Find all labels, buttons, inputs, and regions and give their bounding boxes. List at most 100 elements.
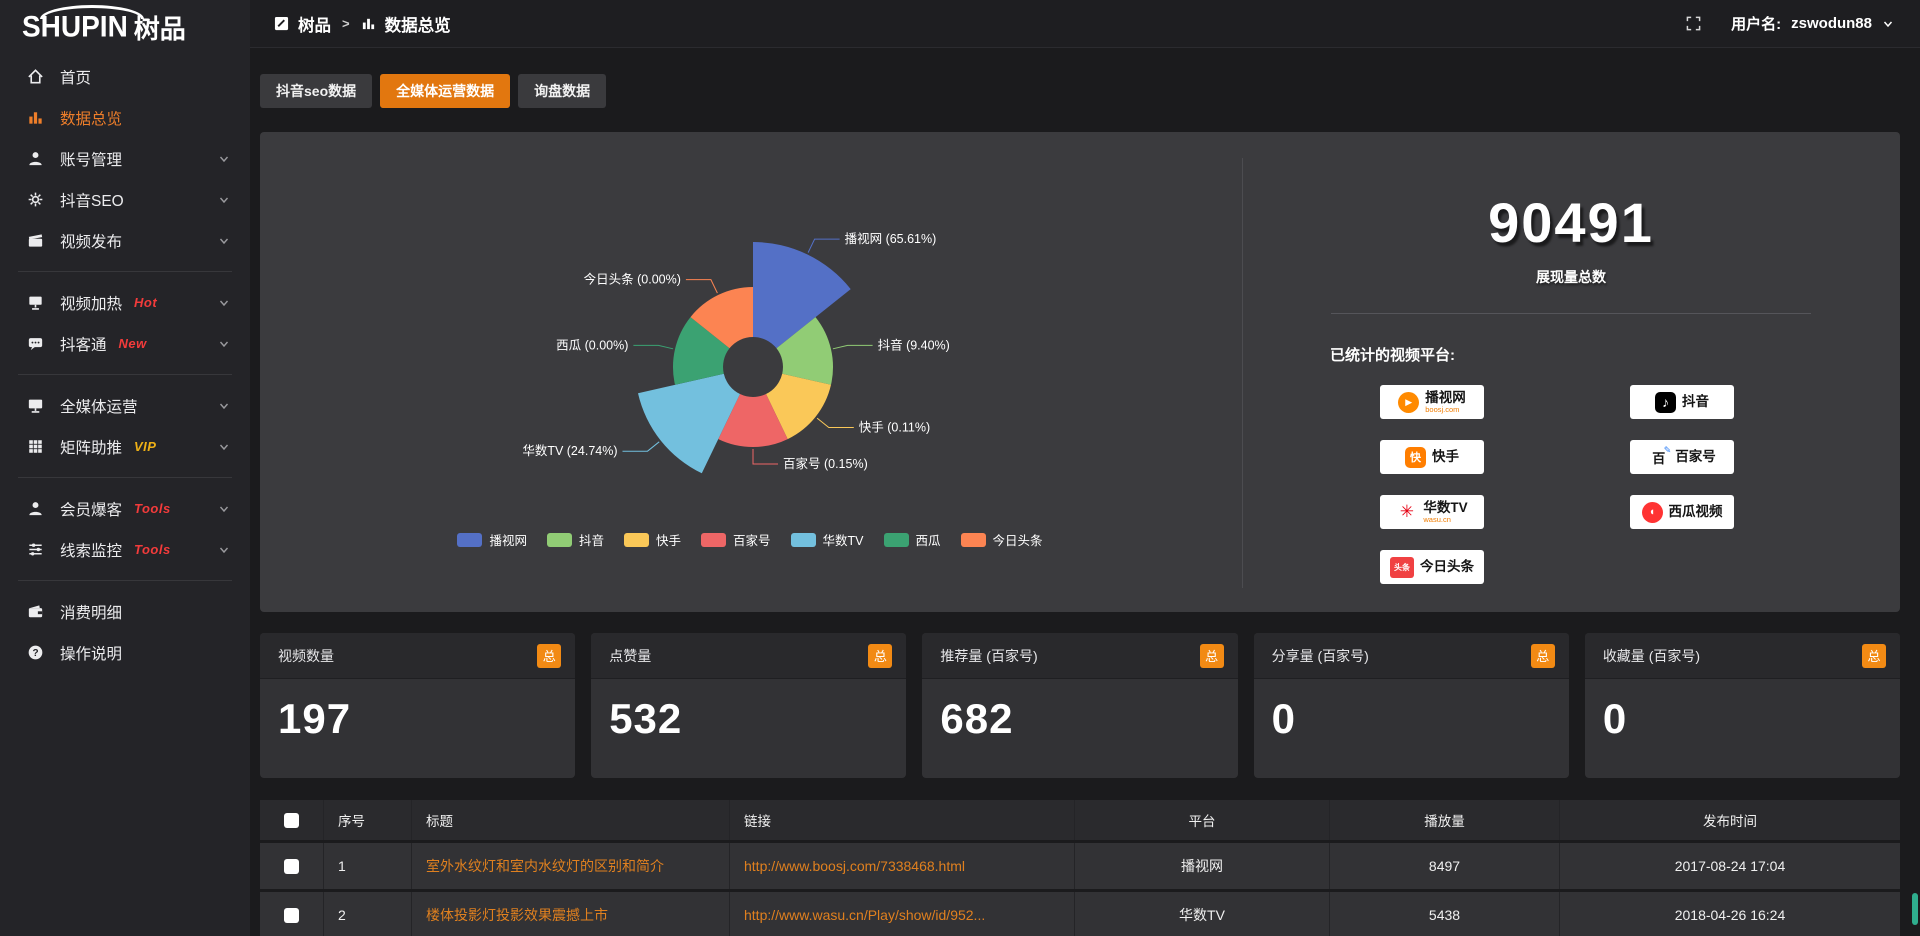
sidebar-item-label: 会员爆客 [60, 501, 123, 519]
sidebar-item-首页[interactable]: 首页 [0, 56, 250, 97]
legend-swatch [546, 532, 572, 547]
stat-card-label: 点赞量 [609, 647, 652, 664]
video-title-link[interactable]: 室外水纹灯和室内水纹灯的区别和简介 [412, 843, 730, 889]
bar-chart-icon [362, 18, 374, 30]
platform-rose-chart: 播视网 (65.61%) 抖音 (9.40%) 快手 (0.11%) 百家号 (0.1… [522, 231, 950, 474]
tab-询盘数据[interactable]: 询盘数据 [518, 74, 607, 108]
platform-badge-text: 抖音 [1682, 394, 1709, 410]
pie-slice-百家号[interactable] [718, 394, 788, 448]
sidebar-item-矩阵助推[interactable]: 矩阵助推 VIP [0, 426, 250, 467]
row-plays: 5438 [1330, 892, 1560, 936]
legend-item-西瓜[interactable]: 西瓜 [883, 530, 941, 549]
chevron-down-icon[interactable] [1882, 18, 1894, 30]
sidebar-item-label: 首页 [60, 69, 92, 87]
platform-badge-text: 华数TV wasu.cn [1423, 499, 1468, 524]
legend-item-华数TV[interactable]: 华数TV [790, 530, 864, 549]
legend-label: 快手 [655, 534, 681, 548]
username-value[interactable]: zswodun88 [1791, 15, 1872, 32]
videos-table: 序号 标题 链接 平台 播放量 发布时间 1 室外水纹灯和室内水纹灯的区别和简介 http… [260, 800, 1900, 936]
total-badge: 总 [868, 643, 893, 668]
legend-label: 抖音 [578, 534, 604, 548]
topbar: 树品 > 数据总览 用户名: zswodun88 [250, 0, 1920, 48]
sidebar-item-会员爆客[interactable]: 会员爆客 Tools [0, 488, 250, 529]
row-platform: 播视网 [1075, 843, 1330, 889]
sidebar-item-视频加热[interactable]: 视频加热 Hot [0, 282, 250, 323]
table-row: 2 楼体投影灯投影效果震撼上市 http://www.wasu.cn/Play/… [260, 892, 1900, 936]
scrollbar-thumb[interactable] [1912, 893, 1918, 925]
data-tabs: 抖音seo数据 全媒体运营数据 询盘数据 [260, 74, 607, 108]
total-badge: 总 [1862, 643, 1887, 668]
stat-card-label: 推荐量 (百家号) [940, 647, 1038, 664]
stat-card-点赞量: 点赞量 总 532 [591, 633, 907, 778]
sidebar-item-label: 抖客通 [60, 336, 107, 354]
platform-badge-column: ♪ 抖音 百 ✎ 百家号 ◖ 西瓜视频 [1630, 385, 1734, 584]
legend-item-播视网[interactable]: 播视网 [457, 530, 527, 549]
sidebar-item-抖客通[interactable]: 抖客通 New [0, 323, 250, 364]
sidebar-nav: 首页 数据总览 账号管理 抖音SEO 视频发布 [0, 54, 250, 675]
breadcrumb-root[interactable]: 树品 [298, 16, 331, 35]
sidebar-item-视频发布[interactable]: 视频发布 [0, 220, 250, 261]
pie-slice-播视网[interactable] [753, 242, 851, 349]
stat-card-label: 分享量 (百家号) [1271, 647, 1369, 664]
video-icon [26, 231, 45, 250]
sidebar-item-label: 视频加热 [60, 295, 123, 313]
sidebar-item-抖音SEO[interactable]: 抖音SEO [0, 179, 250, 220]
sidebar-item-数据总览[interactable]: 数据总览 [0, 97, 250, 138]
sidebar-item-badge: New [118, 336, 147, 351]
legend-item-今日头条[interactable]: 今日头条 [960, 530, 1043, 549]
video-title-link[interactable]: 楼体投影灯投影效果震撼上市 [412, 892, 730, 936]
pie-label-line [832, 344, 873, 350]
legend-label: 西瓜 [915, 534, 941, 548]
pie-label: 华数TV (24.74%) [522, 443, 617, 458]
row-time: 2018-04-26 16:24 [1674, 907, 1786, 923]
legend-label: 百家号 [733, 534, 771, 548]
row-checkbox-cell [260, 892, 324, 936]
stat-card-视频数量: 视频数量 总 197 [260, 633, 576, 778]
legend-swatch [701, 532, 726, 547]
platform-badge-text: 今日头条 [1420, 559, 1474, 575]
fullscreen-icon[interactable] [1686, 16, 1701, 31]
tab-全媒体运营数据[interactable]: 全媒体运营数据 [380, 74, 511, 108]
sidebar-item-操作说明[interactable]: 操作说明 [0, 632, 250, 673]
grid-icon [26, 437, 45, 456]
video-url-link[interactable]: http://www.boosj.com/7338468.html [730, 843, 1075, 889]
total-badge: 总 [1199, 643, 1224, 668]
row-checkbox[interactable] [284, 907, 299, 923]
chat-icon [26, 334, 45, 353]
tab-抖音seo数据[interactable]: 抖音seo数据 [260, 74, 373, 108]
legend-item-百家号[interactable]: 百家号 [701, 530, 771, 549]
pie-slice-西瓜[interactable] [673, 317, 730, 385]
toutiao-icon: 头条 [1390, 556, 1414, 578]
chevron-down-icon [219, 444, 229, 450]
video-url-link[interactable]: http://www.wasu.cn/Play/show/id/952... [730, 892, 1075, 936]
monitor-icon [26, 396, 45, 415]
stat-card-header: 收藏量 (百家号) 总 [1584, 633, 1901, 679]
legend-item-快手[interactable]: 快手 [623, 530, 681, 549]
legend-item-抖音[interactable]: 抖音 [546, 530, 604, 549]
pie-label: 播视网 (65.61%) [845, 231, 937, 246]
pie-slice-今日头条[interactable] [690, 287, 754, 349]
row-checkbox[interactable] [284, 858, 299, 874]
pie-slice-抖音[interactable] [776, 317, 833, 385]
select-all-checkbox[interactable] [284, 812, 299, 828]
summary-section: 90491 展现量总数 已统计的视频平台: ▶ 播视网 boosj.com 快 快… [1242, 132, 1900, 612]
boosj-icon: ▶ [1398, 391, 1420, 413]
sidebar-item-全媒体运营[interactable]: 全媒体运营 [0, 385, 250, 426]
sidebar-item-线索监控[interactable]: 线索监控 Tools [0, 529, 250, 570]
pie-label-line [622, 441, 660, 452]
stat-card-header: 点赞量 总 [591, 633, 907, 679]
sidebar: SHUPIN 树品 首页 数据总览 账号管理 抖音SEO [0, 0, 250, 936]
chevron-down-icon [219, 300, 229, 306]
pie-slice-华数TV[interactable] [638, 373, 740, 474]
pie-slice-快手[interactable] [766, 373, 831, 440]
column-header-序号: 序号 [324, 800, 412, 840]
table-header-row: 序号 标题 链接 平台 播放量 发布时间 [260, 800, 1900, 840]
table-header-cell [260, 800, 324, 840]
sidebar-item-账号管理[interactable]: 账号管理 [0, 138, 250, 179]
user-icon [26, 499, 45, 518]
sidebar-item-消费明细[interactable]: 消费明细 [0, 591, 250, 632]
column-header-平台: 平台 [1075, 800, 1330, 840]
baijiahao-icon: 百 ✎ [1652, 444, 1672, 466]
chevron-down-icon [219, 506, 229, 512]
panel-divider [1242, 158, 1243, 588]
